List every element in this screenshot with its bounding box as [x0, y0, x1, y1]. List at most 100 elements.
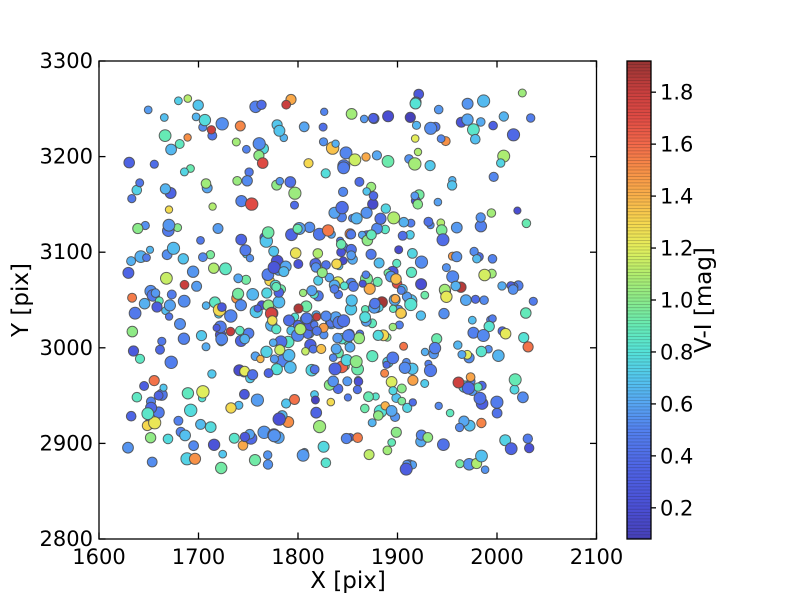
scatter-point	[125, 410, 137, 422]
scatter-point	[312, 248, 324, 259]
scatter-point	[361, 152, 371, 162]
scatter-point	[200, 178, 212, 189]
scatter-point	[508, 373, 522, 387]
scatter-point	[215, 461, 228, 475]
scatter-point	[159, 183, 171, 195]
scatter-point	[239, 388, 250, 400]
scatter-point	[126, 325, 139, 338]
scatter-point	[461, 113, 474, 126]
scatter-point	[179, 167, 189, 177]
scatter-point	[522, 433, 533, 444]
scatter-point	[146, 456, 158, 468]
scatter-point	[122, 441, 134, 454]
scatter-point	[219, 262, 232, 276]
scatter-point	[308, 344, 318, 354]
scatter-point	[528, 296, 538, 306]
scatter-point	[467, 315, 477, 325]
scatter-point	[363, 282, 376, 295]
scatter-point	[123, 156, 135, 169]
scatter-point	[208, 202, 217, 211]
scatter-point	[256, 354, 265, 364]
scatter-point	[349, 355, 363, 369]
y-tick-label: 3200	[40, 145, 93, 169]
scatter-point	[509, 384, 520, 395]
scatter-point	[420, 379, 430, 388]
scatter-point	[166, 289, 177, 300]
scatter-point	[296, 448, 310, 462]
scatter-point	[365, 248, 377, 260]
scatter-point	[239, 431, 251, 443]
scatter-point	[309, 364, 320, 375]
scatter-point	[281, 398, 292, 409]
scatter-point	[373, 257, 385, 269]
scatter-point	[490, 395, 504, 409]
scatter-point	[344, 341, 356, 353]
scatter-point	[337, 161, 351, 175]
x-tick-label: 2000	[470, 545, 523, 569]
scatter-point	[232, 287, 245, 300]
scatter-point	[218, 449, 228, 459]
scatter-point	[274, 344, 286, 356]
scatter-point	[269, 354, 279, 364]
scatter-point	[326, 397, 336, 407]
scatter-point	[212, 223, 224, 234]
scatter-point	[191, 280, 203, 292]
scatter-point	[399, 341, 409, 351]
scatter-point	[366, 350, 379, 363]
scatter-point	[250, 393, 264, 407]
scatter-point	[450, 221, 463, 234]
y-tick-label: 3000	[40, 336, 93, 360]
scatter-point	[217, 302, 227, 313]
scatter-point	[328, 362, 342, 376]
scatter-point	[475, 345, 488, 358]
axes-frame	[98, 60, 598, 540]
scatter-point	[177, 332, 191, 345]
scatter-point	[520, 307, 532, 319]
scatter-point	[233, 273, 244, 284]
scatter-point	[477, 94, 491, 108]
scatter-point	[451, 251, 463, 263]
scatter-point	[359, 311, 372, 324]
scatter-point	[522, 341, 534, 353]
colorbar-tick-label: 0.8	[660, 340, 693, 364]
scatter-point	[382, 110, 395, 123]
scatter-point	[398, 361, 412, 374]
scatter-point	[452, 376, 465, 389]
scatter-point	[347, 280, 359, 292]
colorbar-tick-label: 0.6	[660, 392, 693, 416]
scatter-point	[294, 323, 307, 336]
scatter-point	[289, 394, 300, 405]
scatter-point	[517, 391, 529, 404]
scatter-point	[316, 267, 328, 279]
scatter-point	[206, 125, 217, 135]
scatter-point	[300, 312, 313, 325]
scatter-point	[163, 299, 176, 312]
scatter-point	[318, 137, 329, 147]
colorbar-tick-label: 1.0	[660, 289, 693, 313]
scatter-point	[353, 332, 366, 345]
scatter-point	[324, 272, 335, 283]
scatter-point	[373, 410, 384, 421]
scatter-point	[321, 224, 335, 237]
scatter-point	[388, 322, 398, 332]
scatter-point	[450, 280, 462, 292]
scatter-point	[159, 383, 168, 392]
scatter-point	[381, 155, 395, 168]
scatter-point	[144, 432, 157, 444]
scatter-point	[388, 386, 398, 396]
scatter-point	[457, 350, 467, 359]
scatter-point	[498, 111, 509, 122]
scatter-point	[476, 117, 486, 127]
scatter-point	[380, 203, 391, 214]
x-tick-label: 1900	[371, 545, 424, 569]
scatter-point	[312, 312, 322, 322]
scatter-point	[177, 253, 190, 265]
scatter-point	[142, 253, 151, 263]
scatter-point	[470, 133, 481, 145]
scatter-point	[433, 104, 444, 115]
scatter-point	[330, 343, 342, 355]
scatter-point	[303, 158, 314, 169]
scatter-point	[526, 113, 536, 123]
